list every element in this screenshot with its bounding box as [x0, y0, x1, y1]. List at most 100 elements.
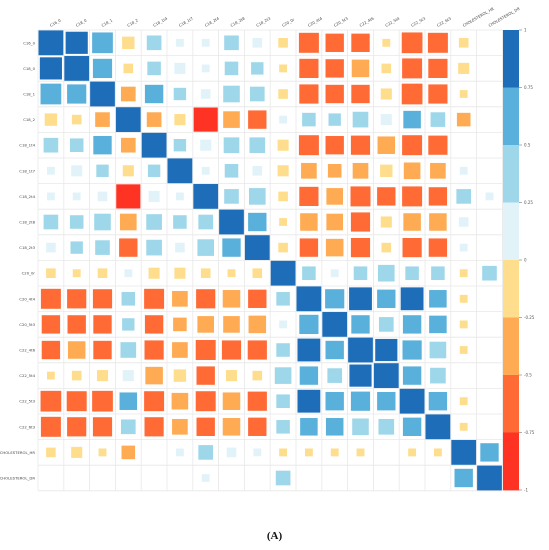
heatmap-cell-C18_1-C18_1t7 — [173, 87, 187, 101]
heatmap-cell-C18_1-C18_2 — [120, 86, 136, 102]
row-label-C18_2t4: C18_2t4 — [19, 194, 35, 199]
heatmap-cell-C20_0r-CHOLESTEROL_HR — [459, 269, 468, 278]
heatmap-cell-C18_2t8-C20_4t4 — [300, 213, 318, 231]
heatmap-cell-C16_0-C18_2t4 — [201, 38, 210, 47]
heatmap-cell-C22_6t3-C16_0 — [40, 416, 61, 437]
legend-tick-label: -0.75 — [524, 430, 535, 435]
heatmap-cell-C18_2t8-C20_5t3 — [326, 213, 344, 231]
heatmap-cell-C18_0-C18_1t7 — [174, 62, 186, 74]
heatmap-cell-C18_2t4-C20_5t3 — [326, 188, 344, 205]
heatmap-cell-C18_1t4-C18_1t7 — [173, 139, 187, 152]
heatmap-cell-CHOLESTEROL_HR-CHOLESTEROL_HR — [451, 440, 477, 465]
heatmap-cell-C18_1-C20_4t4 — [299, 84, 319, 104]
heatmap-cell-C22_5t3-C22_4t6 — [350, 391, 371, 411]
heatmap-cell-C20_0r-C18_1t7 — [174, 267, 186, 279]
heatmap-cell-C22_4t6-C18_2t8 — [221, 340, 242, 360]
heatmap-cell-C18_1t7-C18_2t4 — [201, 166, 210, 175]
heatmap-cell-CHOLESTEROL_HR-C18_1t7 — [175, 448, 184, 457]
heatmap-cell-CHOLESTEROL_DR-CHOLESTEROL_HR — [454, 468, 473, 488]
heatmap-cell-C20_5t3-C20_4t4 — [299, 314, 319, 334]
heatmap-cell-C18_1t7-C18_1t4 — [147, 164, 161, 177]
heatmap-cell-C18_2t3-C18_2 — [119, 238, 138, 257]
heatmap-cell-C18_0-C18_2t3 — [251, 62, 264, 75]
heatmap-cell-C18_0-C20_0r — [279, 64, 288, 73]
legend-swatch-2 — [503, 145, 519, 203]
heatmap-cell-C18_1t4-C18_2t8 — [223, 137, 240, 154]
heatmap-cell-C22_6t3-C20_5t3 — [325, 418, 344, 436]
heatmap-cell-CHOLESTEROL_DR-CHOLESTEROL_DR — [477, 465, 502, 491]
heatmap-cell-C18_2t4-C22_4t6 — [350, 186, 371, 207]
heatmap-cell-C22_4t6-C20_5t3 — [325, 340, 344, 360]
row-label-CHOLESTEROL_HR: CHOLESTEROL_HR — [0, 450, 35, 455]
heatmap-cell-C22_4t6-C18_2 — [120, 342, 137, 358]
row-label-C20_5t3: C20_5t3 — [19, 322, 35, 327]
heatmap-cell-C20_4t4-C18_2t4 — [196, 289, 216, 309]
heatmap-cell-C18_1-C18_1t4 — [144, 84, 164, 104]
heatmap-cell-C18_1t4-C22_5t3 — [402, 135, 423, 156]
heatmap-cell-C20_4t4-C22_6t3 — [429, 290, 447, 308]
col-label-C16_0: C16_0 — [49, 17, 62, 28]
heatmap-cell-C20_4t4-CHOLESTEROL_HR — [459, 294, 468, 303]
heatmap-cell-C18_2t3-C22_6t3 — [428, 238, 448, 257]
heatmap-cell-C18_2-C18_2t3 — [248, 110, 267, 129]
heatmap-cell-C18_2t3-C18_1t4 — [146, 239, 162, 256]
heatmap-cell-C18_1-C18_2t3 — [249, 86, 265, 102]
heatmap-cell-CHOLESTEROL_HR-C20_5t3 — [330, 448, 339, 457]
legend-tick-label: 0.75 — [524, 85, 533, 90]
heatmap-cell-C22_5t3-C22_5t3 — [399, 388, 425, 414]
heatmap-cell-C22_4t6-C22_5t4 — [375, 338, 398, 362]
col-label-C20_4t4: C20_4t4 — [307, 15, 324, 27]
col-label-C20_0r: C20_0r — [281, 17, 295, 28]
heatmap-cell-C20_0r-C22_5t3 — [405, 266, 419, 280]
legend-swatch-1 — [503, 87, 519, 146]
heatmap-cell-C18_0-C18_1 — [92, 58, 113, 78]
heatmap-cell-CHOLESTEROL_HR-C18_2 — [121, 445, 136, 460]
heatmap-cell-C18_1-C22_4t6 — [351, 84, 370, 104]
heatmap-cell-CHOLESTEROL_HR-C20_0r — [279, 448, 288, 457]
heatmap-cell-C18_2-C22_4t6 — [352, 111, 369, 128]
heatmap-cell-C22_6t3-C22_6t3 — [425, 414, 451, 440]
heatmap-cell-C18_2t3-C18_0 — [70, 241, 83, 254]
heatmap-cell-CHOLESTEROL_HR-C18_2t3 — [253, 448, 262, 457]
heatmap-cell-C22_5t3-CHOLESTEROL_HR — [459, 397, 468, 406]
heatmap-cell-C22_5t4-C16_0 — [46, 371, 55, 380]
heatmap-cell-CHOLESTEROL_DR-C18_2t4 — [201, 474, 210, 482]
heatmap-cell-C18_1t4-C18_2t4 — [200, 139, 212, 151]
heatmap-cell-C18_1t4-C22_6t3 — [428, 135, 448, 155]
heatmap-cell-C18_1-C22_6t3 — [428, 84, 448, 104]
heatmap-cell-C22_4t6-C18_2t3 — [247, 340, 267, 360]
legend-swatch-0 — [503, 30, 519, 88]
heatmap-cell-C20_4t4-C22_5t4 — [377, 289, 396, 308]
col-label-C18_1t4: C18_1t4 — [152, 15, 169, 27]
heatmap-cell-C18_1-C18_1 — [90, 81, 115, 107]
row-label-C18_2t8: C18_2t8 — [19, 220, 35, 225]
heatmap-cell-C18_0-C22_4t6 — [351, 59, 370, 78]
heatmap-cell-C18_2-C20_5t3 — [328, 113, 341, 126]
heatmap-cell-C20_0r-C16_0 — [46, 268, 56, 278]
heatmap-cell-C22_4t6-C18_2t4 — [195, 340, 216, 360]
heatmap-cell-C18_2t4-CHOLESTEROL_HR — [456, 189, 472, 204]
heatmap-cell-C18_2t8-C22_4t6 — [350, 212, 371, 232]
heatmap-cell-C22_5t3-C18_1 — [92, 390, 113, 412]
heatmap-cell-C18_2t8-C22_5t4 — [380, 216, 392, 228]
heatmap-cell-C18_2t4-C18_1 — [97, 191, 108, 202]
heatmap-cell-C18_1-C22_5t4 — [380, 88, 392, 100]
heatmap-cell-C18_1t7-C18_1t7 — [167, 158, 193, 184]
heatmap-cell-C16_0-C18_1t7 — [175, 38, 184, 47]
heatmap-cell-C22_4t6-C20_4t4 — [297, 338, 321, 362]
row-label-C18_0: C18_0 — [23, 66, 35, 71]
heatmap-cell-C18_1t4-C20_4t4 — [298, 135, 319, 156]
legend-tick-label: -0.25 — [524, 315, 535, 320]
heatmap-cell-C18_0-C18_2 — [123, 63, 134, 74]
heatmap-cell-C20_4t4-C20_5t3 — [325, 289, 345, 309]
heatmap-cell-C22_5t3-C18_2t8 — [222, 392, 241, 410]
heatmap-cell-C18_2-C18_1t4 — [146, 112, 162, 127]
heatmap-cell-C18_2-C22_6t3 — [430, 112, 446, 127]
heatmap-cell-C18_0-C18_2t8 — [224, 61, 239, 76]
row-label-C22_6t3: C22_6t3 — [19, 424, 35, 429]
heatmap-cell-C16_0-C22_5t4 — [382, 38, 391, 47]
heatmap-cell-CHOLESTEROL_DR-C20_0r — [275, 470, 291, 486]
heatmap-cell-C20_5t3-C18_0 — [67, 315, 86, 334]
heatmap-cell-C18_2t4-C16_0 — [46, 192, 55, 201]
heatmap-cell-C16_0-C18_0 — [65, 31, 88, 54]
